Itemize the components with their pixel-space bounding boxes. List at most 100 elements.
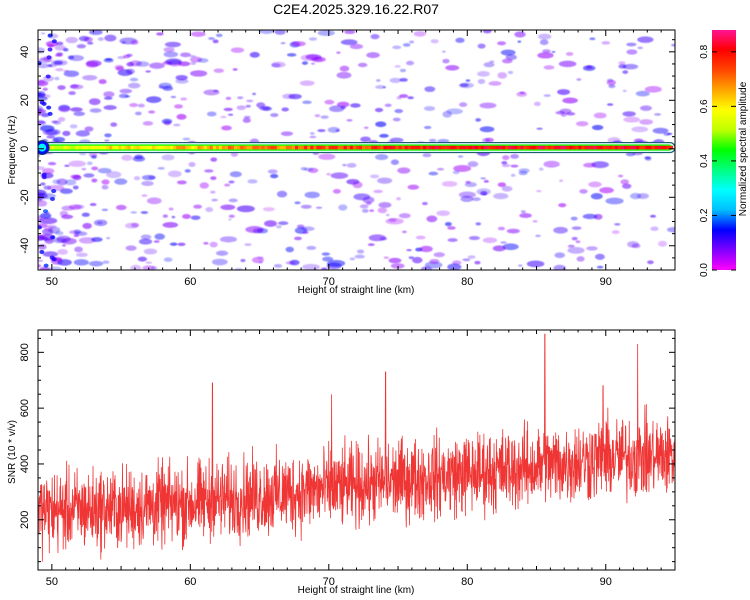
noise-speck — [70, 107, 83, 112]
noise-speck — [475, 222, 482, 226]
noise-speck — [291, 41, 306, 47]
noise-speck — [611, 230, 620, 235]
noise-speck-strong — [51, 39, 57, 44]
noise-speck — [276, 190, 288, 198]
colorbar-gradient — [712, 30, 736, 270]
noise-speck — [64, 179, 77, 186]
noise-speck — [175, 75, 188, 81]
noise-speck — [57, 116, 66, 122]
noise-speck — [140, 234, 152, 240]
noise-speck — [38, 215, 43, 221]
noise-speck — [442, 58, 450, 64]
noise-speck — [654, 113, 662, 116]
noise-speck — [350, 103, 361, 108]
noise-speck — [576, 256, 585, 262]
signal-band-cell — [648, 145, 652, 150]
noise-speck — [54, 45, 66, 51]
signal-band-cell — [499, 145, 503, 150]
noise-speck — [104, 133, 112, 138]
noise-speck — [346, 178, 360, 185]
signal-band-cell — [365, 145, 369, 150]
noise-speck — [510, 173, 516, 177]
signal-band-cell — [462, 145, 466, 150]
signal-band-cell — [157, 145, 162, 150]
noise-speck — [542, 49, 551, 54]
noise-speck — [383, 256, 389, 259]
signal-band-cell — [386, 145, 390, 150]
noise-speck — [575, 240, 581, 244]
noise-speck — [170, 95, 177, 99]
noise-speck-strong — [43, 263, 49, 268]
signal-band-cell — [200, 145, 204, 150]
noise-speck-strong — [46, 55, 52, 60]
noise-speck-strong — [47, 47, 53, 52]
noise-speck — [459, 102, 468, 107]
noise-speck — [236, 205, 255, 213]
signal-band-cell — [474, 145, 479, 150]
noise-speck — [488, 81, 502, 86]
noise-speck — [340, 39, 358, 46]
noise-speck — [46, 135, 56, 139]
noise-speck — [103, 105, 117, 111]
noise-speck — [468, 236, 480, 241]
noise-speck-strong — [38, 225, 42, 230]
noise-speck — [274, 30, 286, 35]
noise-speck — [322, 256, 334, 262]
noise-speck — [72, 175, 82, 181]
noise-speck — [82, 222, 92, 229]
noise-speck — [605, 197, 624, 205]
noise-speck — [342, 163, 347, 167]
noise-speck — [554, 252, 565, 259]
noise-speck — [412, 256, 423, 264]
noise-speck — [123, 54, 131, 59]
noise-speck — [396, 197, 401, 201]
noise-speck — [317, 129, 326, 133]
noise-speck — [510, 153, 519, 159]
snr-y-tick-label: 400 — [19, 455, 31, 473]
signal-band-cell — [249, 145, 253, 150]
noise-speck — [188, 162, 196, 167]
noise-speck — [81, 167, 87, 171]
noise-speck — [229, 171, 242, 178]
noise-speck — [73, 229, 82, 235]
noise-speck — [442, 50, 446, 53]
noise-speck — [465, 79, 471, 82]
signal-band-cell — [358, 145, 363, 150]
noise-speck — [57, 85, 66, 90]
noise-speck — [394, 109, 404, 114]
noise-speck — [582, 213, 598, 220]
noise-speck — [223, 107, 233, 112]
noise-speck — [230, 47, 245, 53]
noise-speck — [86, 161, 93, 166]
noise-speck — [551, 50, 556, 54]
noise-speck — [622, 111, 636, 117]
noise-speck — [622, 70, 629, 74]
noise-speck — [385, 213, 390, 217]
signal-band-cell — [191, 145, 195, 150]
signal-band-cell — [346, 145, 351, 150]
signal-band-cell — [282, 145, 287, 150]
signal-band-cell — [593, 145, 597, 150]
noise-speck-strong — [38, 61, 42, 66]
noise-speck — [375, 154, 389, 161]
noise-speck — [42, 251, 59, 257]
noise-speck — [482, 30, 492, 34]
noise-speck — [270, 113, 279, 118]
noise-speck — [51, 138, 60, 143]
signal-band-cell — [407, 145, 412, 150]
noise-speck — [134, 111, 142, 116]
signal-band-cell — [651, 145, 655, 150]
noise-speck — [497, 226, 506, 231]
signal-band-cell — [109, 145, 113, 150]
noise-speck — [121, 41, 126, 44]
noise-speck — [174, 104, 183, 109]
noise-speck — [402, 43, 411, 47]
noise-speck — [277, 221, 289, 226]
spectrogram-y-ticks: -40 -20 0 20 40 — [19, 39, 675, 271]
colorbar-tick-label: 0.4 — [699, 154, 710, 168]
signal-band-cell — [218, 145, 223, 150]
noise-speck — [370, 34, 380, 40]
noise-speck — [252, 92, 256, 96]
signal-band-cell — [264, 145, 268, 150]
noise-speck — [590, 193, 603, 200]
